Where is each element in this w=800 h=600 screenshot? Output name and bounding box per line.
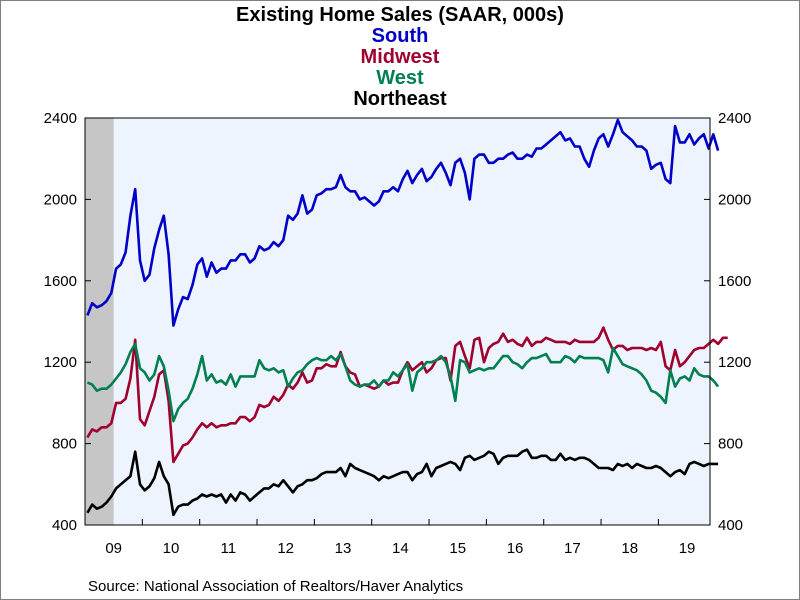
- series-line-west: [86, 342, 720, 423]
- source-note: Source: National Association of Realtors…: [88, 578, 464, 595]
- series-line-midwest: [86, 326, 728, 464]
- y-tick-label-right: 800: [718, 436, 743, 453]
- series-line-northeast: [86, 448, 719, 517]
- y-tick-label-right: 2000: [718, 191, 751, 208]
- plot-area: [85, 118, 710, 525]
- x-tick-label: 15: [449, 540, 466, 557]
- y-tick-label-left: 2400: [44, 110, 77, 127]
- x-tick-label: 09: [105, 540, 122, 557]
- y-tick-label-right: 400: [718, 517, 743, 534]
- x-tick-label: 18: [621, 540, 638, 557]
- x-tick-label: 12: [277, 540, 294, 557]
- y-tick-label-right: 1600: [718, 273, 751, 290]
- series-line-south: [86, 118, 720, 327]
- legend-entry-midwest: Midwest: [360, 46, 440, 68]
- y-tick-label-left: 1600: [44, 273, 77, 290]
- x-tick-label: 14: [392, 540, 409, 557]
- legend-entry-south: South: [371, 25, 429, 47]
- x-tick-label: 17: [564, 540, 581, 557]
- legend-entry-west: West: [376, 67, 424, 89]
- y-tick-label-left: 1200: [44, 354, 77, 371]
- y-tick-label-right: 2400: [718, 110, 751, 127]
- x-tick-label: 11: [221, 540, 237, 557]
- chart-title: Existing Home Sales (SAAR, 000s): [236, 4, 564, 26]
- x-tick-label: 16: [507, 540, 524, 557]
- x-tick-label: 19: [679, 540, 696, 557]
- legend-entry-northeast: Northeast: [353, 88, 447, 110]
- recession-shading: [85, 118, 114, 525]
- y-tick-label-left: 800: [52, 436, 77, 453]
- y-tick-label-left: 400: [52, 517, 77, 534]
- x-tick-label: 10: [163, 540, 180, 557]
- y-tick-label-left: 2000: [44, 191, 77, 208]
- x-tick-label: 13: [335, 540, 352, 557]
- y-tick-label-right: 1200: [718, 354, 751, 371]
- plot-border: [84, 117, 711, 526]
